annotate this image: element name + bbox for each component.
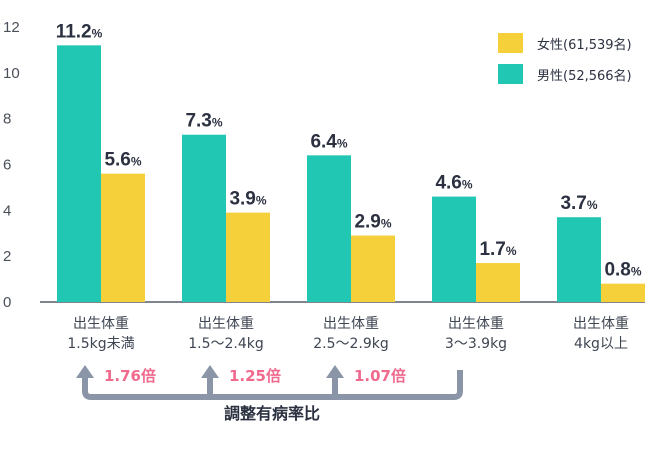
bar-female	[351, 235, 395, 302]
bracket-line	[82, 370, 463, 400]
data-label-male: 3.7%	[560, 193, 597, 214]
legend-label-female: 女性(61,539名)	[537, 37, 632, 53]
legend-swatch-male	[498, 64, 523, 84]
bar-female	[601, 283, 645, 302]
bar-male	[557, 217, 601, 302]
arrow-head-3	[326, 365, 344, 378]
data-label-male: 7.3%	[185, 111, 222, 132]
ratio-label-1: 1.76倍	[104, 367, 156, 385]
category-label: 出生体重	[573, 316, 629, 332]
arrow-head-2	[201, 365, 219, 378]
ratio-bracket: 1.76倍 1.25倍 1.07倍 調整有病率比	[76, 365, 463, 423]
category-label: 出生体重	[323, 316, 379, 332]
data-label-female: 1.7%	[479, 239, 516, 260]
y-tick-label: 0	[3, 294, 11, 311]
y-tick-label: 4	[3, 202, 11, 219]
y-axis: 0 2 4 6 8 10 12	[3, 19, 20, 311]
category-label: 出生体重	[198, 316, 254, 332]
category-labels: 出生体重1.5kg未満出生体重1.5～2.4kg出生体重2.5～2.9kg出生体…	[67, 316, 629, 352]
legend-swatch-female	[498, 33, 523, 53]
ratio-label-2: 1.25倍	[229, 367, 281, 385]
legend: 女性(61,539名) 男性(52,566名)	[498, 33, 632, 84]
ratio-label-3: 1.07倍	[354, 367, 406, 385]
arrow-head-1	[76, 365, 94, 378]
bars: 11.2% 5.6% 7.3% 3.9% 6.4% 2.9% 4.6% 1.7% 3.7% 0.8…	[56, 21, 645, 302]
bar-male	[432, 196, 476, 302]
bar-female	[226, 212, 270, 302]
y-tick-label: 8	[3, 111, 11, 128]
category-label: 出生体重	[448, 316, 504, 332]
y-tick-label: 12	[3, 19, 20, 36]
data-label-female: 5.6%	[104, 150, 141, 171]
data-label-female: 0.8%	[604, 260, 641, 281]
y-tick-label: 2	[3, 248, 11, 265]
bracket-label: 調整有病率比	[224, 404, 320, 423]
data-label-male: 11.2%	[56, 21, 103, 42]
data-label-female: 2.9%	[354, 212, 391, 233]
data-label-male: 6.4%	[310, 131, 347, 152]
category-label: 2.5～2.9kg	[313, 336, 389, 352]
bar-female	[476, 263, 520, 302]
bar-male	[182, 134, 226, 302]
bar-female	[101, 173, 145, 302]
category-label: 出生体重	[73, 316, 129, 332]
y-tick-label: 10	[3, 65, 20, 82]
category-label: 4kg以上	[574, 336, 628, 352]
y-tick-label: 6	[3, 157, 11, 174]
category-label: 1.5kg未満	[67, 336, 134, 352]
category-label: 1.5～2.4kg	[188, 336, 264, 352]
bar-male	[57, 45, 101, 302]
legend-label-male: 男性(52,566名)	[537, 68, 632, 84]
data-label-male: 4.6%	[435, 173, 472, 194]
bar-male	[307, 155, 351, 302]
data-label-female: 3.9%	[229, 189, 266, 210]
category-label: 3～3.9kg	[445, 336, 507, 352]
